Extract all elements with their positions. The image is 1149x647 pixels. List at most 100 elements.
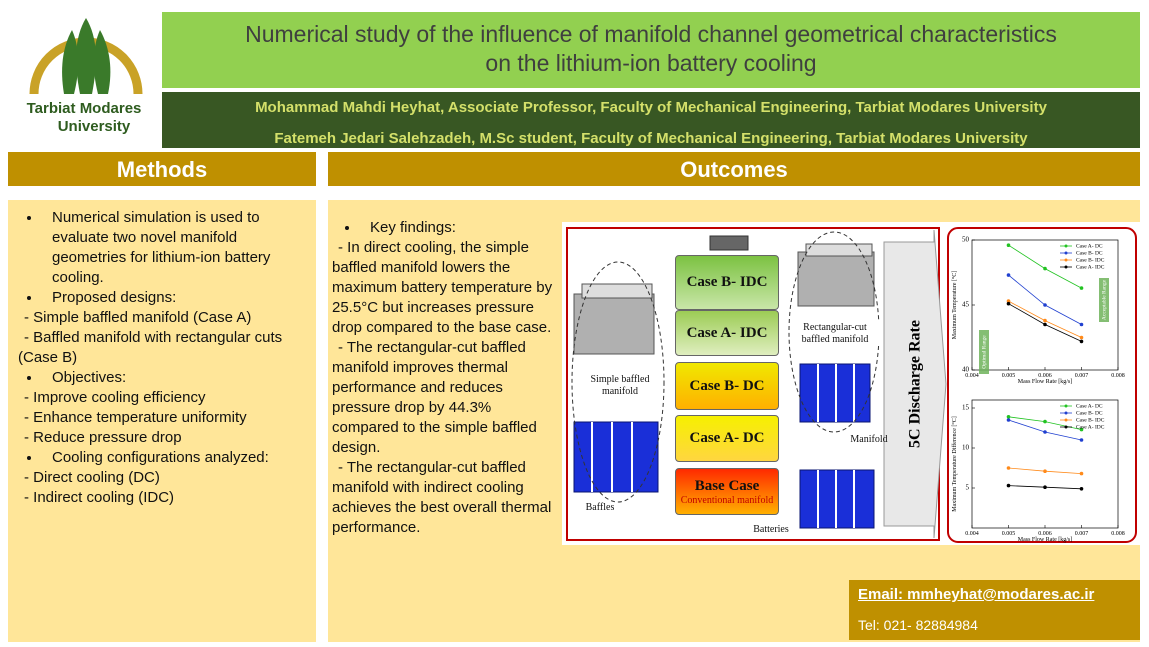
bullet [27, 296, 31, 300]
legend-label: Case A- DC [1076, 403, 1103, 409]
point [1079, 471, 1084, 476]
label: Manifold [850, 434, 888, 445]
point [1006, 466, 1011, 470]
legend-label: Case A- DC [1076, 243, 1103, 249]
point [1043, 318, 1047, 323]
case-box: Case A- DC [675, 415, 779, 462]
gray-manifold-left [573, 283, 655, 355]
point [1043, 430, 1047, 434]
bullet [345, 226, 349, 230]
y-axis-label: Maximum Temperature Difference [°C] [951, 416, 958, 512]
discharge-label: 5C Discharge Rate [907, 320, 924, 448]
item-text: Key findings: [370, 219, 456, 236]
y-axis-label: Maximum Temperature [°C] [951, 271, 958, 340]
point [1043, 266, 1047, 271]
annotation-arrow [1099, 278, 1109, 322]
y-tick-label: 15 [962, 404, 970, 412]
logo: Tarbiat Modares University [27, 18, 143, 135]
chart-frame [947, 227, 1137, 543]
y-tick-label: 45 [962, 301, 970, 309]
bullet-item: Objectives: [14, 368, 292, 388]
case-label: Case B- DC [689, 377, 765, 394]
bullet [27, 376, 31, 380]
title-box: Numerical study of the influence of mani… [162, 12, 1140, 88]
contact-box: Email: mmheyhat@modares.ac.ir Tel: 021- … [849, 580, 1140, 640]
module-lines [591, 364, 855, 528]
bullet [27, 456, 31, 460]
series-line [1008, 303, 1082, 342]
bullet-item: Key findings: [332, 218, 558, 238]
y-tick-label: 50 [962, 236, 970, 244]
point [1043, 303, 1047, 307]
sub-item: - Baffled manifold with rectangular cuts… [18, 329, 283, 366]
tel: Tel: 021- 82884984 [858, 617, 978, 633]
legend-marker [1064, 418, 1068, 422]
sub-item: - Indirect cooling (IDC) [24, 489, 175, 506]
sub-item: - The rectangular-cut baffled manifold w… [332, 459, 552, 536]
label: Rectangular-cut baffled manifold [790, 322, 880, 346]
bullet [27, 216, 31, 220]
bullet-item: Numerical simulation is used to evaluate… [14, 208, 292, 288]
annotation: Acceptable Range [1101, 279, 1107, 320]
methods-list: Numerical simulation is used to evaluate… [8, 200, 316, 508]
sub-item: - Direct cooling (DC) [24, 469, 160, 486]
y-tick-label: 10 [962, 444, 970, 452]
x-axis-label: Mass Flow Rate [kg/s] [1018, 379, 1073, 385]
email[interactable]: Email: mmheyhat@modares.ac.ir [858, 586, 1095, 603]
y-tick-label: 5 [966, 484, 970, 492]
bullet-item: Cooling configurations analyzed: [14, 448, 292, 468]
point [1079, 286, 1084, 290]
annotation: Optimal Range [981, 335, 987, 369]
author-line: Fatemeh Jedari Salehzadeh, M.Sc student,… [274, 130, 1028, 147]
point [1079, 339, 1084, 344]
methods-panel: Numerical simulation is used to evaluate… [8, 200, 316, 642]
point [1006, 243, 1011, 247]
sub-item: - Reduce pressure drop [24, 429, 182, 446]
legend-label: Case A- IDC [1076, 424, 1105, 430]
legend-marker [1064, 411, 1068, 415]
point [1043, 322, 1047, 327]
sub-item: - Improve cooling efficiency [24, 389, 206, 406]
case-note: Conventional manifold [680, 494, 774, 506]
sub-item: - Simple baffled manifold (Case A) [24, 309, 252, 326]
point [1079, 487, 1084, 491]
label: Baffles [585, 502, 615, 513]
x-tick-label: 0.007 [1075, 531, 1089, 537]
label: Simple baffled manifold [582, 374, 658, 398]
sub-item: - The rectangular-cut baffled manifold i… [332, 339, 537, 456]
point [1079, 438, 1084, 442]
logo-line2: University [58, 118, 131, 135]
case-box: Case A- IDC [675, 310, 779, 356]
authors-box: Mohammad Mahdi Heyhat, Associate Profess… [162, 92, 1140, 148]
point [1006, 273, 1011, 277]
legend-marker [1064, 258, 1068, 262]
x-tick-label: 0.005 [1002, 531, 1016, 537]
point [1079, 335, 1084, 340]
arrow [883, 229, 947, 539]
case-box: Case B- DC [675, 362, 779, 410]
case-label: Base Case [694, 477, 760, 494]
case-label: Case B- IDC [686, 274, 768, 290]
point [1006, 415, 1011, 419]
y-tick-label: 40 [962, 366, 970, 374]
point [1006, 299, 1011, 303]
case-box: Case B- IDC [675, 255, 779, 310]
legend-marker [1064, 244, 1068, 248]
point [1043, 469, 1047, 473]
item-text: Cooling configurations analyzed: [52, 449, 269, 466]
x-tick-label: 0.006 [1038, 531, 1052, 537]
legend-marker [1064, 404, 1068, 408]
x-tick-label: 0.004 [965, 531, 979, 537]
legend-label: Case B- IDC [1076, 257, 1105, 263]
case-label: Case A- DC [689, 430, 765, 446]
sub-item: - In direct cooling, the simple baffled … [332, 239, 553, 336]
legend-label: Case A- IDC [1076, 264, 1105, 270]
legend-label: Case B- DC [1076, 410, 1103, 416]
point [1043, 419, 1047, 424]
x-tick-label: 0.004 [965, 373, 979, 379]
case-label: Case A- IDC [686, 324, 768, 341]
point [1079, 322, 1084, 327]
x-axis-label: Mass Flow Rate [kg/s] [1018, 537, 1073, 543]
case-box: Base Case Conventional manifold [675, 468, 779, 515]
legend-label: Case B- DC [1076, 250, 1103, 256]
